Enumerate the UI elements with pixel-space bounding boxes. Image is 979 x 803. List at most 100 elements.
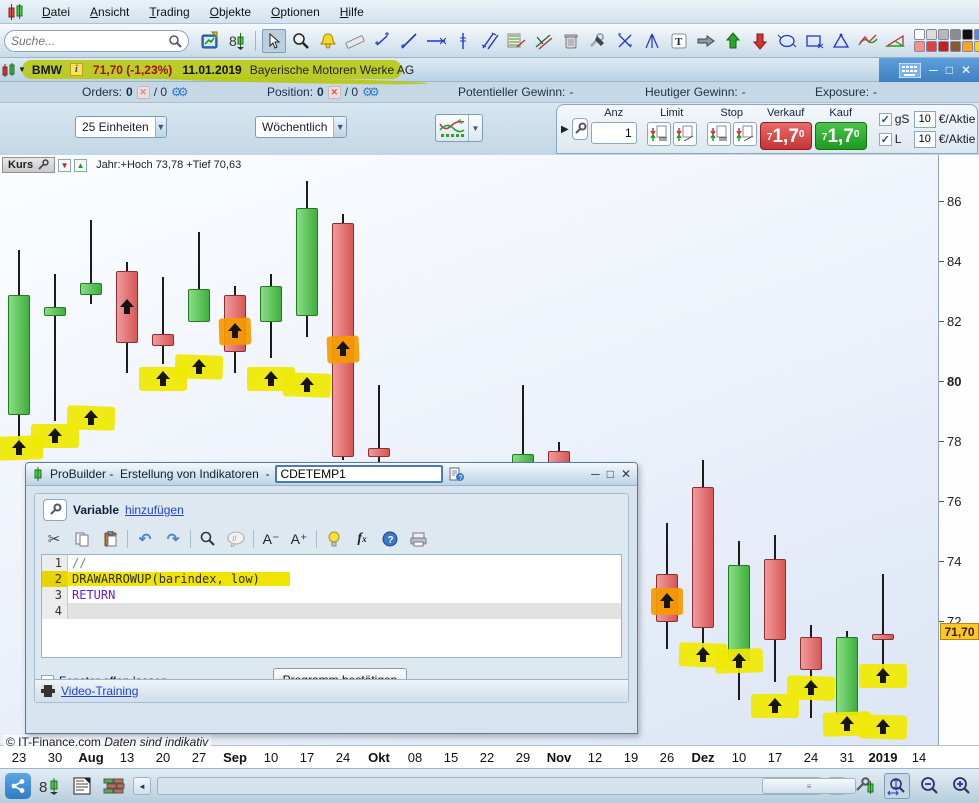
cut-icon[interactable]: ✂: [47, 531, 61, 548]
position-settings-icon[interactable]: ⚙⚙: [362, 85, 379, 99]
share-icon[interactable]: [5, 773, 31, 799]
link-instrument-icon[interactable]: 8: [225, 29, 249, 53]
gs-checkbox[interactable]: ✓: [878, 112, 892, 126]
wrench-icon[interactable]: [37, 159, 49, 171]
gs-amount-input[interactable]: [913, 110, 936, 128]
palette-color[interactable]: [926, 41, 937, 52]
time-axis[interactable]: 23 30 Aug 13 20 27 Sep 10 17 24 Okt 08 15 22 29 Nov 12 19…: [0, 745, 979, 769]
palette-color[interactable]: [914, 41, 925, 52]
hint-bulb-icon[interactable]: [323, 528, 345, 550]
rectangle-tool-icon[interactable]: [802, 29, 826, 53]
plot-area[interactable]: Kurs ▼ ▲ Jahr:+Hoch 73,78 +Tief 70,63: [0, 155, 938, 745]
chart-settings-icon[interactable]: [852, 773, 878, 799]
palette-color[interactable]: [962, 29, 973, 40]
cancel-orders-icon[interactable]: ✕: [136, 85, 150, 99]
zoom-tool-icon[interactable]: [289, 29, 313, 53]
dialog-close-icon[interactable]: ✕: [620, 467, 631, 481]
arrow-up-tool-icon[interactable]: [721, 29, 745, 53]
code-line[interactable]: 1 //: [42, 555, 621, 571]
scale-up-icon[interactable]: ▲: [74, 158, 88, 172]
menu-hilfe[interactable]: Hilfe: [339, 4, 364, 19]
print-icon[interactable]: [407, 528, 429, 550]
search-input[interactable]: [11, 33, 168, 48]
font-smaller-icon[interactable]: A⁻: [262, 530, 280, 547]
series-chip[interactable]: Kurs: [2, 157, 56, 173]
cursor-tool-icon[interactable]: [262, 28, 286, 53]
stop-order-chart-button[interactable]: [732, 122, 757, 146]
dialog-title-bar[interactable]: ProBuilder - Erstellung von Indikatoren …: [26, 463, 637, 486]
keypad-icon[interactable]: [899, 62, 922, 78]
palette-color[interactable]: [974, 41, 979, 52]
font-larger-icon[interactable]: A⁺: [290, 530, 308, 547]
find-icon[interactable]: [197, 528, 219, 550]
menu-optionen[interactable]: Optionen: [271, 4, 320, 19]
palette-color[interactable]: [962, 41, 973, 52]
palette-color[interactable]: [938, 29, 949, 40]
vertical-line-tool-icon[interactable]: [451, 29, 475, 53]
paste-icon[interactable]: [99, 528, 121, 550]
close-icon[interactable]: ✕: [960, 63, 971, 77]
sell-button[interactable]: 7 1,7 0: [759, 122, 812, 150]
alert-bell-icon[interactable]: [316, 29, 340, 53]
delete-tool-icon[interactable]: [559, 29, 583, 53]
l-checkbox[interactable]: ✓: [878, 132, 892, 146]
channel-tool-icon[interactable]: [532, 29, 556, 53]
instrument-symbol[interactable]: BMW: [31, 62, 62, 77]
undo-icon[interactable]: ↶: [138, 531, 152, 548]
new-chart-icon[interactable]: [198, 29, 222, 53]
code-line[interactable]: 4: [42, 603, 621, 619]
chart-style-button[interactable]: ▼: [435, 114, 483, 142]
arrow-tool-icon[interactable]: [694, 29, 718, 53]
zoom-fit-icon[interactable]: [884, 773, 910, 799]
zoom-out-icon[interactable]: [916, 773, 942, 799]
l-amount-input[interactable]: [913, 130, 936, 148]
trade-settings-button[interactable]: [571, 118, 588, 140]
chevron-down-icon[interactable]: ▼: [154, 117, 166, 137]
zoom-in-icon[interactable]: [948, 773, 974, 799]
chevron-down-icon[interactable]: ▼: [333, 117, 346, 137]
segment-tool-icon[interactable]: [370, 29, 394, 53]
code-editor[interactable]: 1 // 2 DRAWARROWUP(barindex, low) 3 RETURN 4: [41, 554, 622, 658]
palette-color[interactable]: [950, 29, 961, 40]
buy-button[interactable]: 7 1,7 0: [814, 122, 867, 150]
units-select[interactable]: 25 Einheiten ▼: [75, 116, 167, 138]
timeframe-select[interactable]: Wöchentlich ▼: [255, 116, 347, 138]
trend-line-tool-icon[interactable]: [397, 29, 421, 53]
news-icon[interactable]: [69, 773, 95, 799]
maximize-icon[interactable]: □: [945, 63, 953, 77]
redo-icon[interactable]: ↷: [166, 531, 180, 548]
menu-ansicht[interactable]: Ansicht: [90, 4, 130, 19]
limit-order-chart-button[interactable]: [672, 122, 697, 146]
angle-lines-tool-icon[interactable]: [640, 29, 664, 53]
price-axis[interactable]: 86 84 82 80 78 76 74 72 71,70: [938, 155, 979, 745]
color-palette[interactable]: [914, 29, 979, 52]
dialog-maximize-icon[interactable]: □: [606, 467, 614, 481]
zigzag-tool-icon[interactable]: [856, 29, 880, 53]
cross-lines-tool-icon[interactable]: [613, 29, 637, 53]
orders-settings-icon[interactable]: ⚙⚙: [171, 85, 188, 99]
add-variable-link[interactable]: hinzufügen: [125, 503, 184, 517]
code-line[interactable]: 3 RETURN: [42, 587, 621, 603]
text-tool-icon[interactable]: T: [667, 29, 691, 53]
horizontal-line-tool-icon[interactable]: [424, 29, 448, 53]
close-position-icon[interactable]: ✕: [327, 85, 341, 99]
quantity-input[interactable]: [590, 122, 637, 144]
doc-help-icon[interactable]: ?: [449, 467, 465, 482]
arrow-down-tool-icon[interactable]: [748, 29, 772, 53]
indicator-name-input[interactable]: [275, 465, 444, 483]
video-training-link[interactable]: Video-Training: [61, 684, 139, 698]
collapse-panel-icon[interactable]: ▶: [561, 123, 569, 135]
chart-scrollbar[interactable]: ≡: [157, 777, 856, 795]
wedge-tool-icon[interactable]: [883, 29, 907, 53]
palette-color[interactable]: [926, 29, 937, 40]
scroll-left-button[interactable]: ◄: [133, 777, 151, 795]
minimize-icon[interactable]: ─: [929, 63, 938, 77]
palette-color[interactable]: [938, 41, 949, 52]
ellipse-tool-icon[interactable]: [775, 29, 799, 53]
market-depth-icon[interactable]: [101, 773, 127, 799]
fan-lines-tool-icon[interactable]: [505, 29, 529, 53]
code-line[interactable]: 2 DRAWARROWUP(barindex, low): [42, 571, 621, 587]
triangle-tool-icon[interactable]: [829, 29, 853, 53]
ruler-icon[interactable]: [343, 29, 367, 53]
